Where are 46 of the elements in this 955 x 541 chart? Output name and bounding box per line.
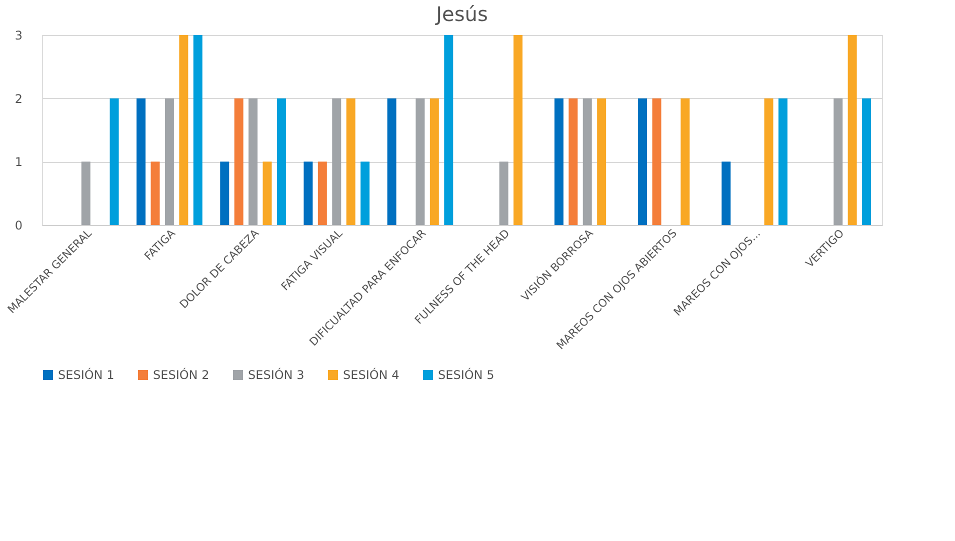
bar xyxy=(582,98,592,225)
y-tick-label: 3 xyxy=(14,28,22,42)
bar xyxy=(360,162,370,225)
bar xyxy=(680,98,690,225)
legend-label: SESIÓN 3 xyxy=(248,367,304,382)
bar xyxy=(722,162,731,225)
bar xyxy=(387,98,396,225)
bar xyxy=(262,162,272,225)
bar xyxy=(234,98,244,225)
bar xyxy=(150,162,160,225)
bar xyxy=(848,35,857,225)
bar xyxy=(652,98,662,225)
bar xyxy=(318,162,327,225)
bar xyxy=(554,98,564,225)
bar xyxy=(778,98,788,225)
legend-label: SESIÓN 1 xyxy=(58,367,114,382)
legend-label: SESIÓN 2 xyxy=(153,367,210,382)
y-tick-label: 2 xyxy=(14,92,22,106)
bar xyxy=(110,98,119,225)
bar xyxy=(136,98,146,225)
bar xyxy=(193,35,202,225)
bar xyxy=(164,98,174,225)
bar xyxy=(862,98,872,225)
legend-label: SESIÓN 5 xyxy=(438,367,494,382)
bar xyxy=(834,98,843,225)
bar xyxy=(346,98,356,225)
bar xyxy=(81,162,90,225)
bar xyxy=(430,98,439,225)
bar xyxy=(514,35,522,225)
bar xyxy=(444,35,454,225)
bar xyxy=(568,98,578,225)
bar xyxy=(332,98,342,225)
bar xyxy=(276,98,286,225)
bar xyxy=(179,35,188,225)
bar xyxy=(416,98,425,225)
bar xyxy=(764,98,774,225)
y-tick-label: 0 xyxy=(14,218,22,232)
bar xyxy=(597,98,606,225)
bar xyxy=(499,162,508,225)
bar xyxy=(248,98,258,225)
chart-title: Jesús xyxy=(434,2,488,26)
legend-label: SESIÓN 4 xyxy=(343,367,400,382)
y-tick-label: 1 xyxy=(14,155,22,170)
bar xyxy=(220,162,230,225)
bar xyxy=(638,98,648,225)
bar xyxy=(304,162,313,225)
